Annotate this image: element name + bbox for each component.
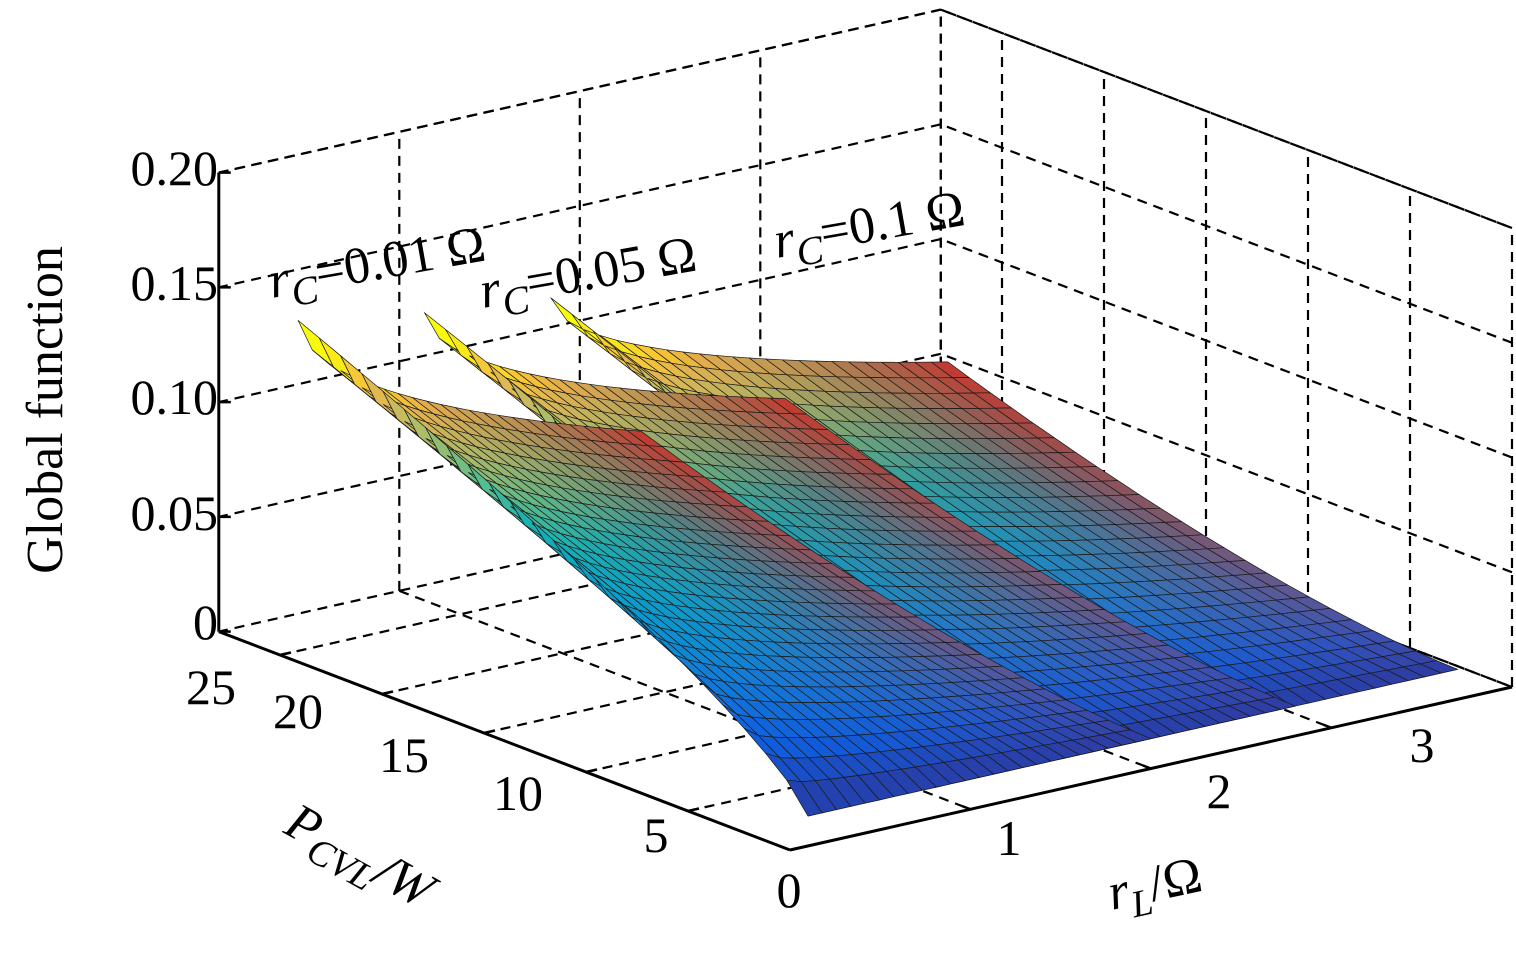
- z-tick-label: 0: [193, 594, 218, 650]
- x-tick-labels: 0 5 10 15 20 25: [186, 659, 802, 918]
- y-axis-title: rL/Ω: [1103, 846, 1209, 930]
- y-tick-labels: 1 2 3: [997, 717, 1435, 866]
- x-tick-mark: [381, 690, 394, 696]
- y-tick-label: 3: [1410, 717, 1435, 773]
- x-tick-label: 10: [493, 765, 543, 821]
- surface-cell: [1115, 729, 1152, 743]
- x-tick-label: 5: [644, 807, 669, 863]
- z-tick-label: 0.05: [131, 485, 219, 541]
- z-tick-labels: 0 0.05 0.10 0.15 0.20: [131, 140, 219, 650]
- box-top-line: [940, 8, 1513, 230]
- z-tick-label: 0.15: [131, 255, 219, 311]
- x-tick-mark: [483, 729, 496, 735]
- surface-cell: [297, 320, 334, 368]
- series-label: rC=0.01 Ω: [264, 216, 491, 319]
- left-wall-grid-line: [218, 123, 942, 289]
- x-axis-line: [218, 630, 791, 852]
- y-tick-mark: [1323, 723, 1332, 729]
- x-tick-mark: [687, 807, 700, 813]
- series-labels: rC=0.01 Ω rC=0.05 Ω rC=0.1 Ω: [264, 180, 969, 329]
- surface-series: [297, 320, 1152, 817]
- axis-layer: [217, 171, 1513, 852]
- y-tick-label: 2: [1207, 763, 1232, 819]
- x-tick-label: 25: [186, 659, 236, 715]
- y-tick-mark: [962, 805, 971, 811]
- x-tick-label: 0: [777, 862, 802, 918]
- x-tick-label: 15: [379, 727, 429, 783]
- series-label-rest: =0.1 Ω: [815, 180, 969, 261]
- box-top-line: [218, 8, 942, 174]
- z-tick-label: 0.20: [131, 140, 219, 196]
- left-wall-grid-line: [218, 238, 942, 404]
- x-tick-mark: [789, 846, 802, 852]
- surface-layer: [297, 297, 1459, 817]
- y-tick-label: 1: [997, 810, 1022, 866]
- y-tick-mark: [1142, 764, 1152, 770]
- y-axis-title-rest: /Ω: [1143, 846, 1207, 913]
- surface-cell: [1419, 660, 1459, 674]
- surface-cell: [1258, 696, 1296, 710]
- z-axis-title: Global function: [17, 246, 74, 574]
- x-tick-mark: [279, 651, 292, 657]
- x-tick-label: 20: [273, 683, 323, 739]
- series-label: rC=0.05 Ω: [475, 226, 702, 329]
- x-tick-mark: [585, 768, 598, 774]
- z-tick-label: 0.10: [131, 369, 219, 425]
- back-wall-grid-line: [940, 123, 1513, 344]
- x-axis-title-rest: /W: [362, 840, 447, 922]
- x-axis-title: PCVL/W: [271, 792, 447, 930]
